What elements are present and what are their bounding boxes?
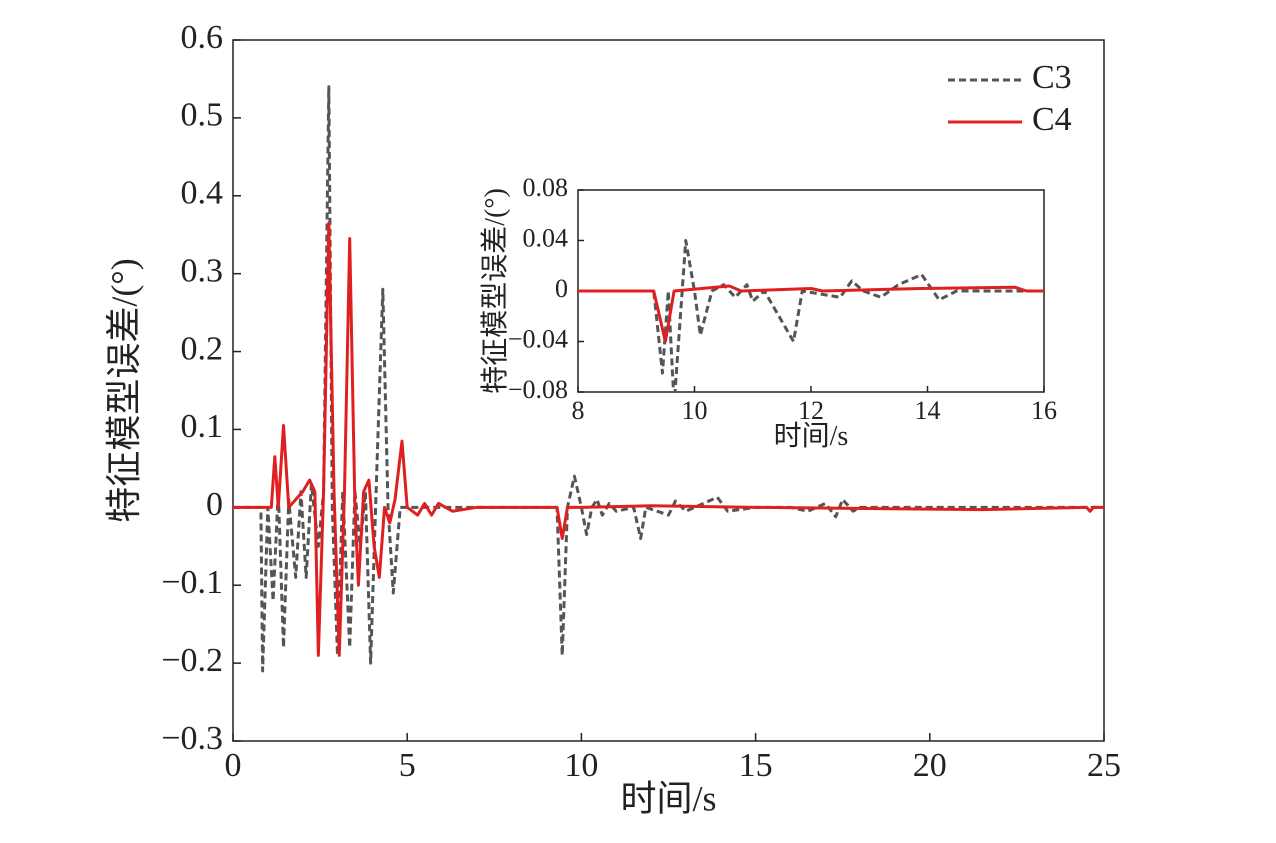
y-tick-label: 0.1 bbox=[181, 408, 224, 445]
y-tick-label: 0 bbox=[206, 486, 223, 523]
y-tick-label: −0.04 bbox=[508, 324, 568, 353]
series-group bbox=[578, 239, 1044, 392]
y-tick-label: −0.2 bbox=[161, 642, 223, 679]
series-group bbox=[233, 85, 1104, 673]
y-tick-label: 0.3 bbox=[181, 252, 224, 289]
y-tick-label: 0.2 bbox=[181, 330, 224, 367]
y-tick-label: 0.5 bbox=[181, 97, 224, 134]
x-tick-label: 14 bbox=[915, 396, 941, 425]
y-tick-label: 0.08 bbox=[523, 173, 569, 202]
y-tick-label: 0.04 bbox=[523, 223, 569, 252]
x-tick-label: 16 bbox=[1031, 396, 1057, 425]
y-tick-label: −0.3 bbox=[161, 720, 223, 757]
y-tick-label: 0.6 bbox=[181, 19, 224, 56]
x-tick-label: 5 bbox=[399, 747, 416, 784]
y-axis-label: 特征模型误差/(°) bbox=[479, 188, 511, 394]
x-tick-label: 10 bbox=[564, 747, 598, 784]
x-axis-label: 时间/s bbox=[774, 420, 849, 452]
legend-label: C3 bbox=[1032, 59, 1072, 96]
y-axis-label: 特征模型误差/(°) bbox=[104, 258, 144, 522]
x-axis-label: 时间/s bbox=[620, 778, 716, 818]
x-tick-label: 20 bbox=[913, 747, 947, 784]
x-tick-label: 15 bbox=[739, 747, 773, 784]
x-tick-label: 25 bbox=[1087, 747, 1121, 784]
y-tick-label: −0.08 bbox=[508, 375, 568, 404]
x-tick-label: 10 bbox=[682, 396, 708, 425]
x-tick-label: 12 bbox=[798, 396, 824, 425]
legend-label: C4 bbox=[1032, 101, 1072, 138]
x-tick-label: 0 bbox=[225, 747, 242, 784]
data-line bbox=[233, 221, 1104, 657]
x-tick-label: 8 bbox=[572, 396, 585, 425]
y-tick-label: 0 bbox=[555, 274, 568, 303]
y-tick-label: −0.1 bbox=[161, 564, 223, 601]
data-line bbox=[578, 284, 1044, 343]
y-tick-label: 0.4 bbox=[181, 175, 224, 212]
